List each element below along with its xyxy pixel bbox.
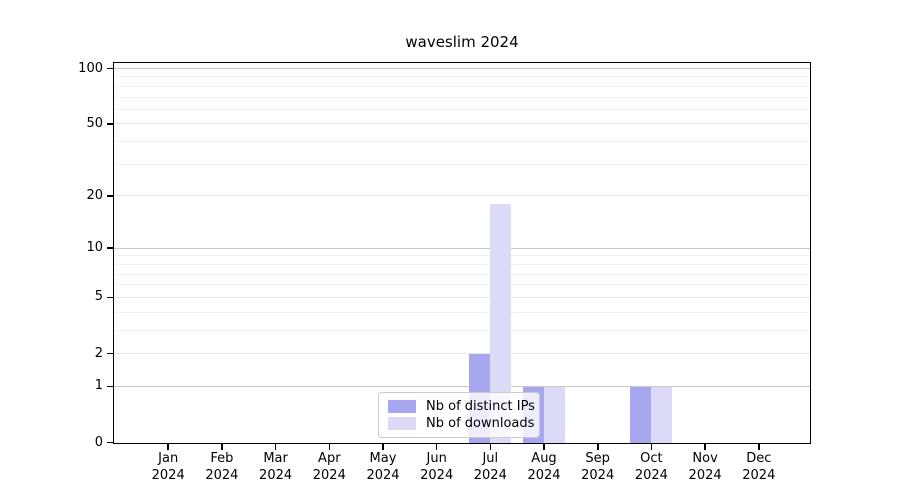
y-tick-mark — [107, 385, 113, 388]
y-tick-label: 2 — [94, 345, 103, 361]
x-tick-label: Jan 2024 — [151, 451, 185, 483]
gridline-minor — [114, 329, 810, 331]
x-tick-label: Jun 2024 — [420, 451, 454, 483]
x-tick-mark — [435, 444, 438, 450]
x-tick-mark — [382, 444, 384, 450]
bar-downloads — [489, 204, 511, 443]
x-tick-mark — [167, 444, 169, 450]
bar-downloads — [543, 386, 565, 443]
x-tick-mark — [704, 444, 706, 450]
gridline-minor — [114, 311, 810, 313]
gridline-major — [114, 123, 810, 125]
x-tick-mark — [543, 444, 545, 450]
x-tick-mark — [597, 444, 599, 450]
y-tick-mark — [107, 441, 113, 444]
y-tick-mark — [107, 247, 113, 249]
x-tick-mark — [328, 444, 330, 450]
y-tick-label: 10 — [86, 240, 103, 256]
legend-label-distinct-ips: Nb of distinct IPs — [426, 399, 535, 414]
gridline-minor — [114, 96, 810, 98]
gridline-major — [114, 353, 810, 354]
legend-entry-distinct-ips: Nb of distinct IPs — [388, 399, 535, 414]
plot-area — [113, 62, 811, 444]
legend: Nb of distinct IPs Nb of downloads — [378, 392, 540, 438]
gridline-minor — [114, 141, 810, 143]
legend-label-downloads: Nb of downloads — [426, 416, 535, 431]
x-tick-label: Dec 2024 — [742, 451, 776, 483]
gridline-minor — [114, 263, 810, 265]
bar-distinct-ips — [629, 386, 651, 443]
x-tick-label: Apr 2024 — [312, 451, 346, 483]
x-tick-label: Nov 2024 — [688, 451, 722, 483]
legend-swatch-downloads — [388, 417, 416, 430]
y-tick-label: 5 — [94, 289, 103, 305]
gridline-major — [114, 296, 810, 298]
gridline-major — [114, 247, 810, 249]
y-tick-mark — [107, 296, 113, 298]
gridline-major — [114, 195, 810, 197]
x-tick-label: Mar 2024 — [259, 451, 293, 483]
y-tick-mark — [107, 195, 113, 197]
legend-swatch-distinct-ips — [388, 400, 416, 413]
x-tick-label: Jul 2024 — [473, 451, 507, 483]
gridline-minor — [114, 273, 810, 275]
y-tick-label: 0 — [94, 434, 103, 450]
chart-title: waveslim 2024 — [405, 33, 519, 51]
gridline-minor — [114, 163, 810, 165]
bar-downloads — [650, 386, 672, 443]
gridline-minor — [114, 284, 810, 286]
x-tick-mark — [221, 444, 223, 450]
gridline-minor — [114, 85, 810, 87]
y-tick-mark — [107, 67, 113, 70]
x-tick-mark — [274, 444, 277, 450]
x-tick-label: Sep 2024 — [581, 451, 615, 483]
y-tick-label: 20 — [86, 187, 103, 203]
x-tick-label: Feb 2024 — [205, 451, 239, 483]
y-tick-mark — [107, 123, 113, 125]
x-tick-mark — [489, 444, 492, 450]
legend-entry-downloads: Nb of downloads — [388, 416, 535, 431]
gridline-major — [114, 385, 810, 387]
gridline-minor — [114, 76, 810, 78]
y-tick-label: 100 — [78, 60, 103, 76]
x-tick-label: Oct 2024 — [634, 451, 668, 483]
x-tick-mark — [758, 444, 760, 450]
x-tick-label: Aug 2024 — [527, 451, 561, 483]
gridline-major — [114, 68, 810, 69]
x-tick-mark — [650, 444, 653, 450]
gridline-minor — [114, 255, 810, 257]
x-tick-label: May 2024 — [366, 451, 400, 483]
gridline-minor — [114, 108, 810, 110]
y-tick-label: 50 — [86, 115, 103, 131]
y-tick-mark — [107, 352, 113, 355]
y-tick-label: 1 — [94, 378, 103, 394]
